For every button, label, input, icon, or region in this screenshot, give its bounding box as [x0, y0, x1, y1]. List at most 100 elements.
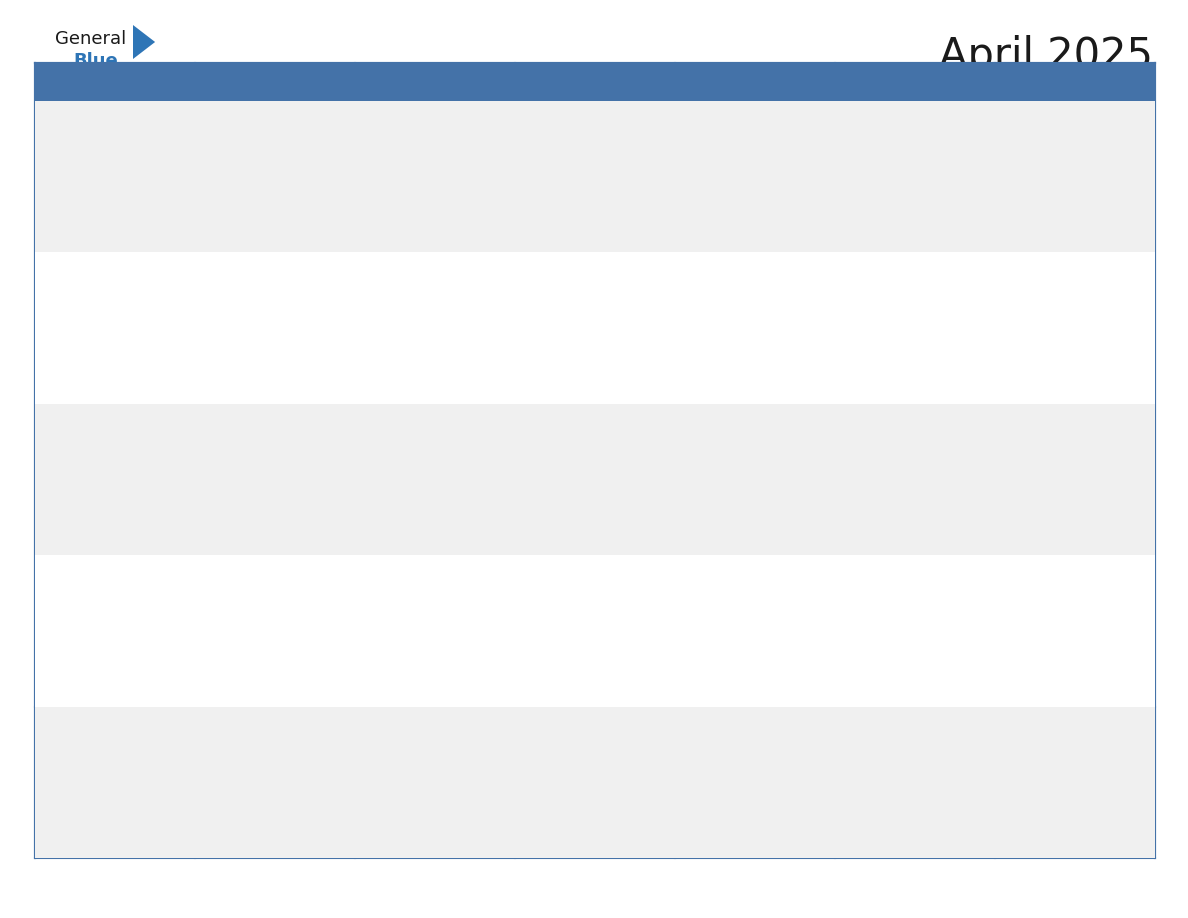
Text: Sunset: 6:56 PM: Sunset: 6:56 PM: [522, 291, 611, 301]
Text: Daylight: 12 hours: Daylight: 12 hours: [681, 308, 784, 318]
Text: and 27 minutes.: and 27 minutes.: [841, 323, 933, 333]
Text: Daylight: 12 hours: Daylight: 12 hours: [522, 308, 624, 318]
Text: and 34 minutes.: and 34 minutes.: [841, 475, 933, 485]
Text: 4: 4: [841, 106, 851, 121]
Text: Daylight: 12 hours: Daylight: 12 hours: [681, 610, 784, 621]
Text: 2: 2: [522, 106, 530, 121]
Text: and 29 minutes.: and 29 minutes.: [42, 475, 132, 485]
Text: April 2025: April 2025: [939, 35, 1154, 77]
Text: Daylight: 12 hours: Daylight: 12 hours: [1001, 156, 1104, 166]
Text: Sunrise: 6:34 AM: Sunrise: 6:34 AM: [841, 124, 935, 134]
Text: Sunrise: 6:31 AM: Sunrise: 6:31 AM: [201, 275, 296, 285]
Text: Sunrise: 6:17 AM: Sunrise: 6:17 AM: [201, 730, 296, 740]
Text: Daylight: 12 hours: Daylight: 12 hours: [522, 156, 624, 166]
Text: Sunrise: 6:36 AM: Sunrise: 6:36 AM: [361, 124, 455, 134]
Text: Sunset: 6:57 PM: Sunset: 6:57 PM: [522, 442, 611, 453]
Text: 20: 20: [42, 560, 59, 576]
Text: Sunset: 7:00 PM: Sunset: 7:00 PM: [1001, 594, 1091, 604]
Text: Sunset: 6:57 PM: Sunset: 6:57 PM: [201, 442, 291, 453]
Text: Tuesday: Tuesday: [361, 75, 422, 88]
Text: 28: 28: [201, 711, 220, 727]
Text: Daylight: 12 hours: Daylight: 12 hours: [361, 308, 465, 318]
Text: Daylight: 12 hours: Daylight: 12 hours: [361, 156, 465, 166]
Text: Sunset: 6:59 PM: Sunset: 6:59 PM: [522, 594, 611, 604]
Text: Daylight: 12 hours: Daylight: 12 hours: [42, 762, 144, 772]
Text: Sunrise: 6:26 AM: Sunrise: 6:26 AM: [201, 427, 296, 437]
Text: and 33 minutes.: and 33 minutes.: [681, 475, 772, 485]
Text: Sunrise: 6:22 AM: Sunrise: 6:22 AM: [201, 578, 296, 588]
Text: Sunrise: 6:30 AM: Sunrise: 6:30 AM: [522, 275, 615, 285]
Text: 12: 12: [1001, 257, 1019, 273]
Text: El Ticui, Mexico: El Ticui, Mexico: [981, 90, 1154, 110]
Text: and 22 minutes.: and 22 minutes.: [1001, 172, 1092, 182]
Text: Sunrise: 6:21 AM: Sunrise: 6:21 AM: [361, 578, 455, 588]
Polygon shape: [133, 25, 156, 59]
Text: and 37 minutes.: and 37 minutes.: [201, 626, 292, 636]
Text: Daylight: 12 hours: Daylight: 12 hours: [361, 459, 465, 469]
Text: 7: 7: [201, 257, 210, 273]
Text: Daylight: 12 hours: Daylight: 12 hours: [201, 308, 304, 318]
Text: 6: 6: [42, 257, 50, 273]
Text: Daylight: 12 hours: Daylight: 12 hours: [522, 610, 624, 621]
Text: 24: 24: [681, 560, 700, 576]
Text: and 43 minutes.: and 43 minutes.: [361, 778, 453, 788]
Text: Sunrise: 6:31 AM: Sunrise: 6:31 AM: [361, 275, 455, 285]
Text: Daylight: 12 hours: Daylight: 12 hours: [841, 308, 944, 318]
Text: Sunset: 6:58 PM: Sunset: 6:58 PM: [681, 442, 771, 453]
Text: Sunset: 6:58 PM: Sunset: 6:58 PM: [42, 594, 131, 604]
Text: Saturday: Saturday: [1001, 75, 1069, 88]
Text: and 39 minutes.: and 39 minutes.: [681, 626, 772, 636]
Text: 11: 11: [841, 257, 859, 273]
Text: Sunset: 7:00 PM: Sunset: 7:00 PM: [42, 745, 131, 756]
Text: Sunset: 6:55 PM: Sunset: 6:55 PM: [1001, 140, 1091, 150]
Text: Sunset: 6:56 PM: Sunset: 6:56 PM: [841, 291, 931, 301]
Text: Daylight: 12 hours: Daylight: 12 hours: [361, 762, 465, 772]
Text: 13: 13: [42, 409, 59, 424]
Text: Blue: Blue: [72, 52, 118, 70]
Text: Daylight: 12 hours: Daylight: 12 hours: [201, 762, 304, 772]
Text: 14: 14: [201, 409, 220, 424]
Text: Daylight: 12 hours: Daylight: 12 hours: [841, 156, 944, 166]
Text: Sunset: 6:56 PM: Sunset: 6:56 PM: [681, 291, 771, 301]
Text: Sunrise: 6:23 AM: Sunrise: 6:23 AM: [1001, 427, 1095, 437]
Text: 1: 1: [361, 106, 371, 121]
Text: 16: 16: [522, 409, 539, 424]
Text: Sunrise: 6:25 AM: Sunrise: 6:25 AM: [522, 427, 615, 437]
Text: and 43 minutes.: and 43 minutes.: [201, 778, 292, 788]
Text: Daylight: 12 hours: Daylight: 12 hours: [42, 610, 144, 621]
Text: Sunset: 7:01 PM: Sunset: 7:01 PM: [361, 745, 451, 756]
Text: 27: 27: [42, 711, 59, 727]
Text: and 40 minutes.: and 40 minutes.: [841, 626, 933, 636]
Text: and 21 minutes.: and 21 minutes.: [841, 172, 933, 182]
Text: 9: 9: [522, 257, 530, 273]
Text: Daylight: 12 hours: Daylight: 12 hours: [1001, 459, 1104, 469]
Text: Daylight: 12 hours: Daylight: 12 hours: [1001, 308, 1104, 318]
Text: and 25 minutes.: and 25 minutes.: [361, 323, 453, 333]
Text: and 41 minutes.: and 41 minutes.: [1001, 626, 1092, 636]
Text: Sunrise: 6:28 AM: Sunrise: 6:28 AM: [1001, 275, 1095, 285]
Text: 25: 25: [841, 560, 860, 576]
Text: and 19 minutes.: and 19 minutes.: [522, 172, 612, 182]
Text: Daylight: 12 hours: Daylight: 12 hours: [42, 308, 144, 318]
Text: Daylight: 12 hours: Daylight: 12 hours: [681, 459, 784, 469]
Text: Sunset: 6:58 PM: Sunset: 6:58 PM: [841, 442, 931, 453]
Text: Sunset: 6:57 PM: Sunset: 6:57 PM: [361, 442, 451, 453]
Text: Sunrise: 6:32 AM: Sunrise: 6:32 AM: [42, 275, 135, 285]
Text: and 18 minutes.: and 18 minutes.: [361, 172, 453, 182]
Text: Sunset: 6:59 PM: Sunset: 6:59 PM: [681, 594, 771, 604]
Text: Sunset: 6:56 PM: Sunset: 6:56 PM: [361, 291, 451, 301]
Text: Sunday: Sunday: [42, 75, 96, 88]
Text: Sunrise: 6:17 AM: Sunrise: 6:17 AM: [361, 730, 455, 740]
Text: General: General: [55, 30, 126, 48]
Text: Sunset: 6:57 PM: Sunset: 6:57 PM: [42, 442, 131, 453]
Text: and 23 minutes.: and 23 minutes.: [42, 323, 132, 333]
Text: Sunrise: 6:22 AM: Sunrise: 6:22 AM: [42, 578, 135, 588]
Text: and 38 minutes.: and 38 minutes.: [522, 626, 612, 636]
Text: 19: 19: [1001, 409, 1019, 424]
Text: and 37 minutes.: and 37 minutes.: [361, 626, 453, 636]
Text: Sunrise: 6:24 AM: Sunrise: 6:24 AM: [681, 427, 776, 437]
Text: Sunset: 6:55 PM: Sunset: 6:55 PM: [841, 140, 931, 150]
Text: Monday: Monday: [201, 75, 260, 88]
Text: Daylight: 12 hours: Daylight: 12 hours: [1001, 610, 1104, 621]
Text: Thursday: Thursday: [681, 75, 751, 88]
